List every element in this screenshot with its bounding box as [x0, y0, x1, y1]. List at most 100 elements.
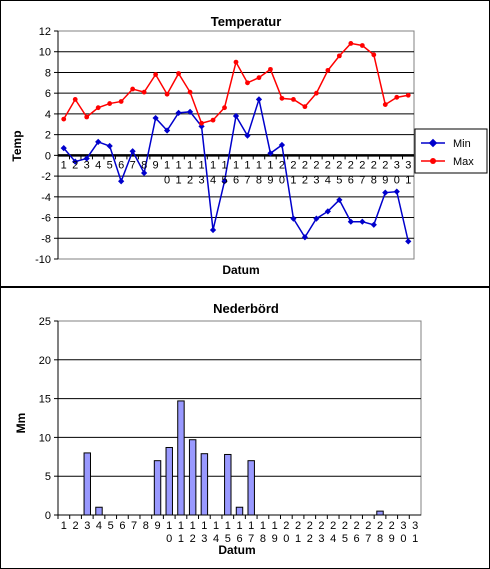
precipitation-x-tick-label: 2	[295, 520, 301, 532]
precipitation-x-tick-label: 1	[272, 520, 278, 532]
temperature-y-tick-label: -2	[41, 171, 51, 183]
temperature-y-tick-label: 10	[39, 47, 51, 59]
precipitation-x-tick-label: 2	[73, 520, 79, 532]
temperature-x-tick-label: 2	[302, 159, 308, 171]
data-point-max	[382, 102, 388, 107]
temperature-x-tick-label: 2	[359, 159, 365, 171]
precipitation-x-tick-label: 2	[283, 520, 289, 532]
temperature-y-tick-label: -8	[41, 233, 51, 245]
precipitation-x-tick-label: 1	[190, 520, 196, 532]
temperature-x-tick-label: 1	[267, 159, 273, 171]
precipitation-x-tick-label: 4	[213, 533, 219, 545]
temperature-x-tick-label: 4	[210, 174, 216, 186]
precipitation-x-tick-label: 5	[342, 533, 348, 545]
data-point-max	[118, 99, 124, 104]
precipitation-y-tick-label: 20	[39, 355, 51, 367]
temperature-x-tick-label: 1	[164, 159, 170, 171]
data-point-min	[221, 178, 228, 185]
precipitation-x-tick-label: 8	[143, 520, 149, 532]
temperature-x-tick-label: 8	[371, 174, 377, 186]
data-point-min	[118, 178, 125, 185]
precipitation-x-tick-label: 1	[225, 520, 231, 532]
temperature-y-axis-title: Temp	[10, 130, 24, 161]
temperature-x-tick-label: 3	[198, 174, 204, 186]
data-point-max	[141, 89, 147, 95]
precipitation-bar	[235, 506, 244, 516]
temperature-x-tick-label: 5	[221, 174, 227, 186]
precipitation-x-tick-label: 9	[272, 533, 278, 545]
temperature-x-tick-label: 8	[256, 174, 262, 186]
precipitation-x-tick-label: 4	[96, 520, 102, 532]
data-point-min	[152, 114, 159, 122]
temperature-y-tick-label: 6	[45, 88, 51, 100]
temperature-x-tick-label: 2	[302, 174, 308, 186]
precipitation-x-tick-label: 9	[154, 520, 160, 532]
data-point-max	[233, 59, 239, 65]
precipitation-plot-area	[57, 320, 422, 516]
precipitation-x-tick-label: 3	[400, 520, 406, 532]
temperature-x-tick-label: 1	[221, 159, 227, 171]
temperature-x-axis-title: Datum	[222, 263, 259, 277]
temperature-x-tick-label: 2	[371, 159, 377, 171]
precipitation-x-tick-label: 8	[377, 533, 383, 545]
precipitation-x-tick-label: 6	[119, 520, 125, 532]
temperature-x-tick-label: 2	[325, 159, 331, 171]
precipitation-x-tick-label: 2	[190, 533, 196, 545]
precipitation-x-tick-label: 7	[248, 533, 254, 545]
precipitation-x-tick-label: 0	[166, 533, 172, 545]
precipitation-bar	[153, 460, 162, 516]
precipitation-x-tick-label: 1	[412, 533, 418, 545]
precipitation-x-tick-label: 0	[283, 533, 289, 545]
precipitation-bar	[376, 510, 384, 516]
legend-label-max: Max	[453, 156, 474, 168]
data-point-max	[164, 91, 170, 97]
data-point-max	[199, 120, 204, 126]
precipitation-x-tick-label: 8	[260, 533, 266, 545]
precipitation-y-tick-label: 10	[39, 432, 51, 444]
data-point-max	[268, 66, 273, 72]
data-point-max	[371, 52, 377, 58]
temperature-legend: Min Max	[414, 128, 488, 174]
temperature-y-tick-label: -10	[35, 254, 51, 266]
data-point-max	[256, 75, 262, 81]
temperature-y-tick-label: 8	[45, 67, 51, 79]
data-point-min	[72, 158, 79, 165]
data-point-max	[61, 116, 67, 122]
precipitation-x-tick-label: 2	[342, 520, 348, 532]
temperature-y-tick-label: 0	[45, 150, 51, 162]
data-point-max	[107, 101, 113, 106]
precipitation-x-tick-label: 2	[318, 520, 324, 532]
temperature-y-tick-label: -4	[41, 192, 51, 204]
data-point-min	[60, 144, 67, 152]
precipitation-bar	[83, 452, 91, 516]
precipitation-x-tick-label: 6	[354, 533, 360, 545]
precipitation-x-tick-label: 6	[236, 533, 242, 545]
temperature-chart-title: Temperatur	[211, 14, 282, 29]
temperature-x-tick-label: 1	[187, 159, 193, 171]
precipitation-x-tick-label: 3	[84, 520, 90, 532]
data-point-max	[176, 71, 181, 76]
precipitation-x-tick-label: 7	[365, 533, 371, 545]
temperature-x-tick-label: 3	[84, 159, 90, 171]
precipitation-bar	[247, 460, 255, 516]
temperature-x-tick-label: 9	[267, 174, 273, 186]
precipitation-x-tick-label: 9	[389, 533, 395, 545]
data-point-max	[210, 117, 216, 123]
data-point-max	[130, 86, 136, 92]
precipitation-x-tick-label: 2	[307, 533, 313, 545]
temperature-y-tick-label: -6	[41, 213, 51, 225]
temperature-x-tick-label: 4	[95, 159, 101, 171]
temperature-y-tick-label: 4	[45, 109, 51, 121]
temperature-x-tick-label: 8	[141, 159, 147, 171]
data-point-max	[359, 43, 365, 48]
precipitation-x-tick-label: 1	[166, 520, 172, 532]
data-point-max	[187, 89, 193, 95]
data-point-min	[209, 226, 217, 234]
data-point-max	[245, 80, 250, 86]
data-point-max	[291, 97, 296, 102]
precipitation-bar	[165, 446, 173, 516]
data-point-max	[348, 41, 354, 46]
temperature-x-tick-label: 5	[107, 159, 113, 171]
temperature-y-tick-label: 12	[39, 26, 51, 38]
